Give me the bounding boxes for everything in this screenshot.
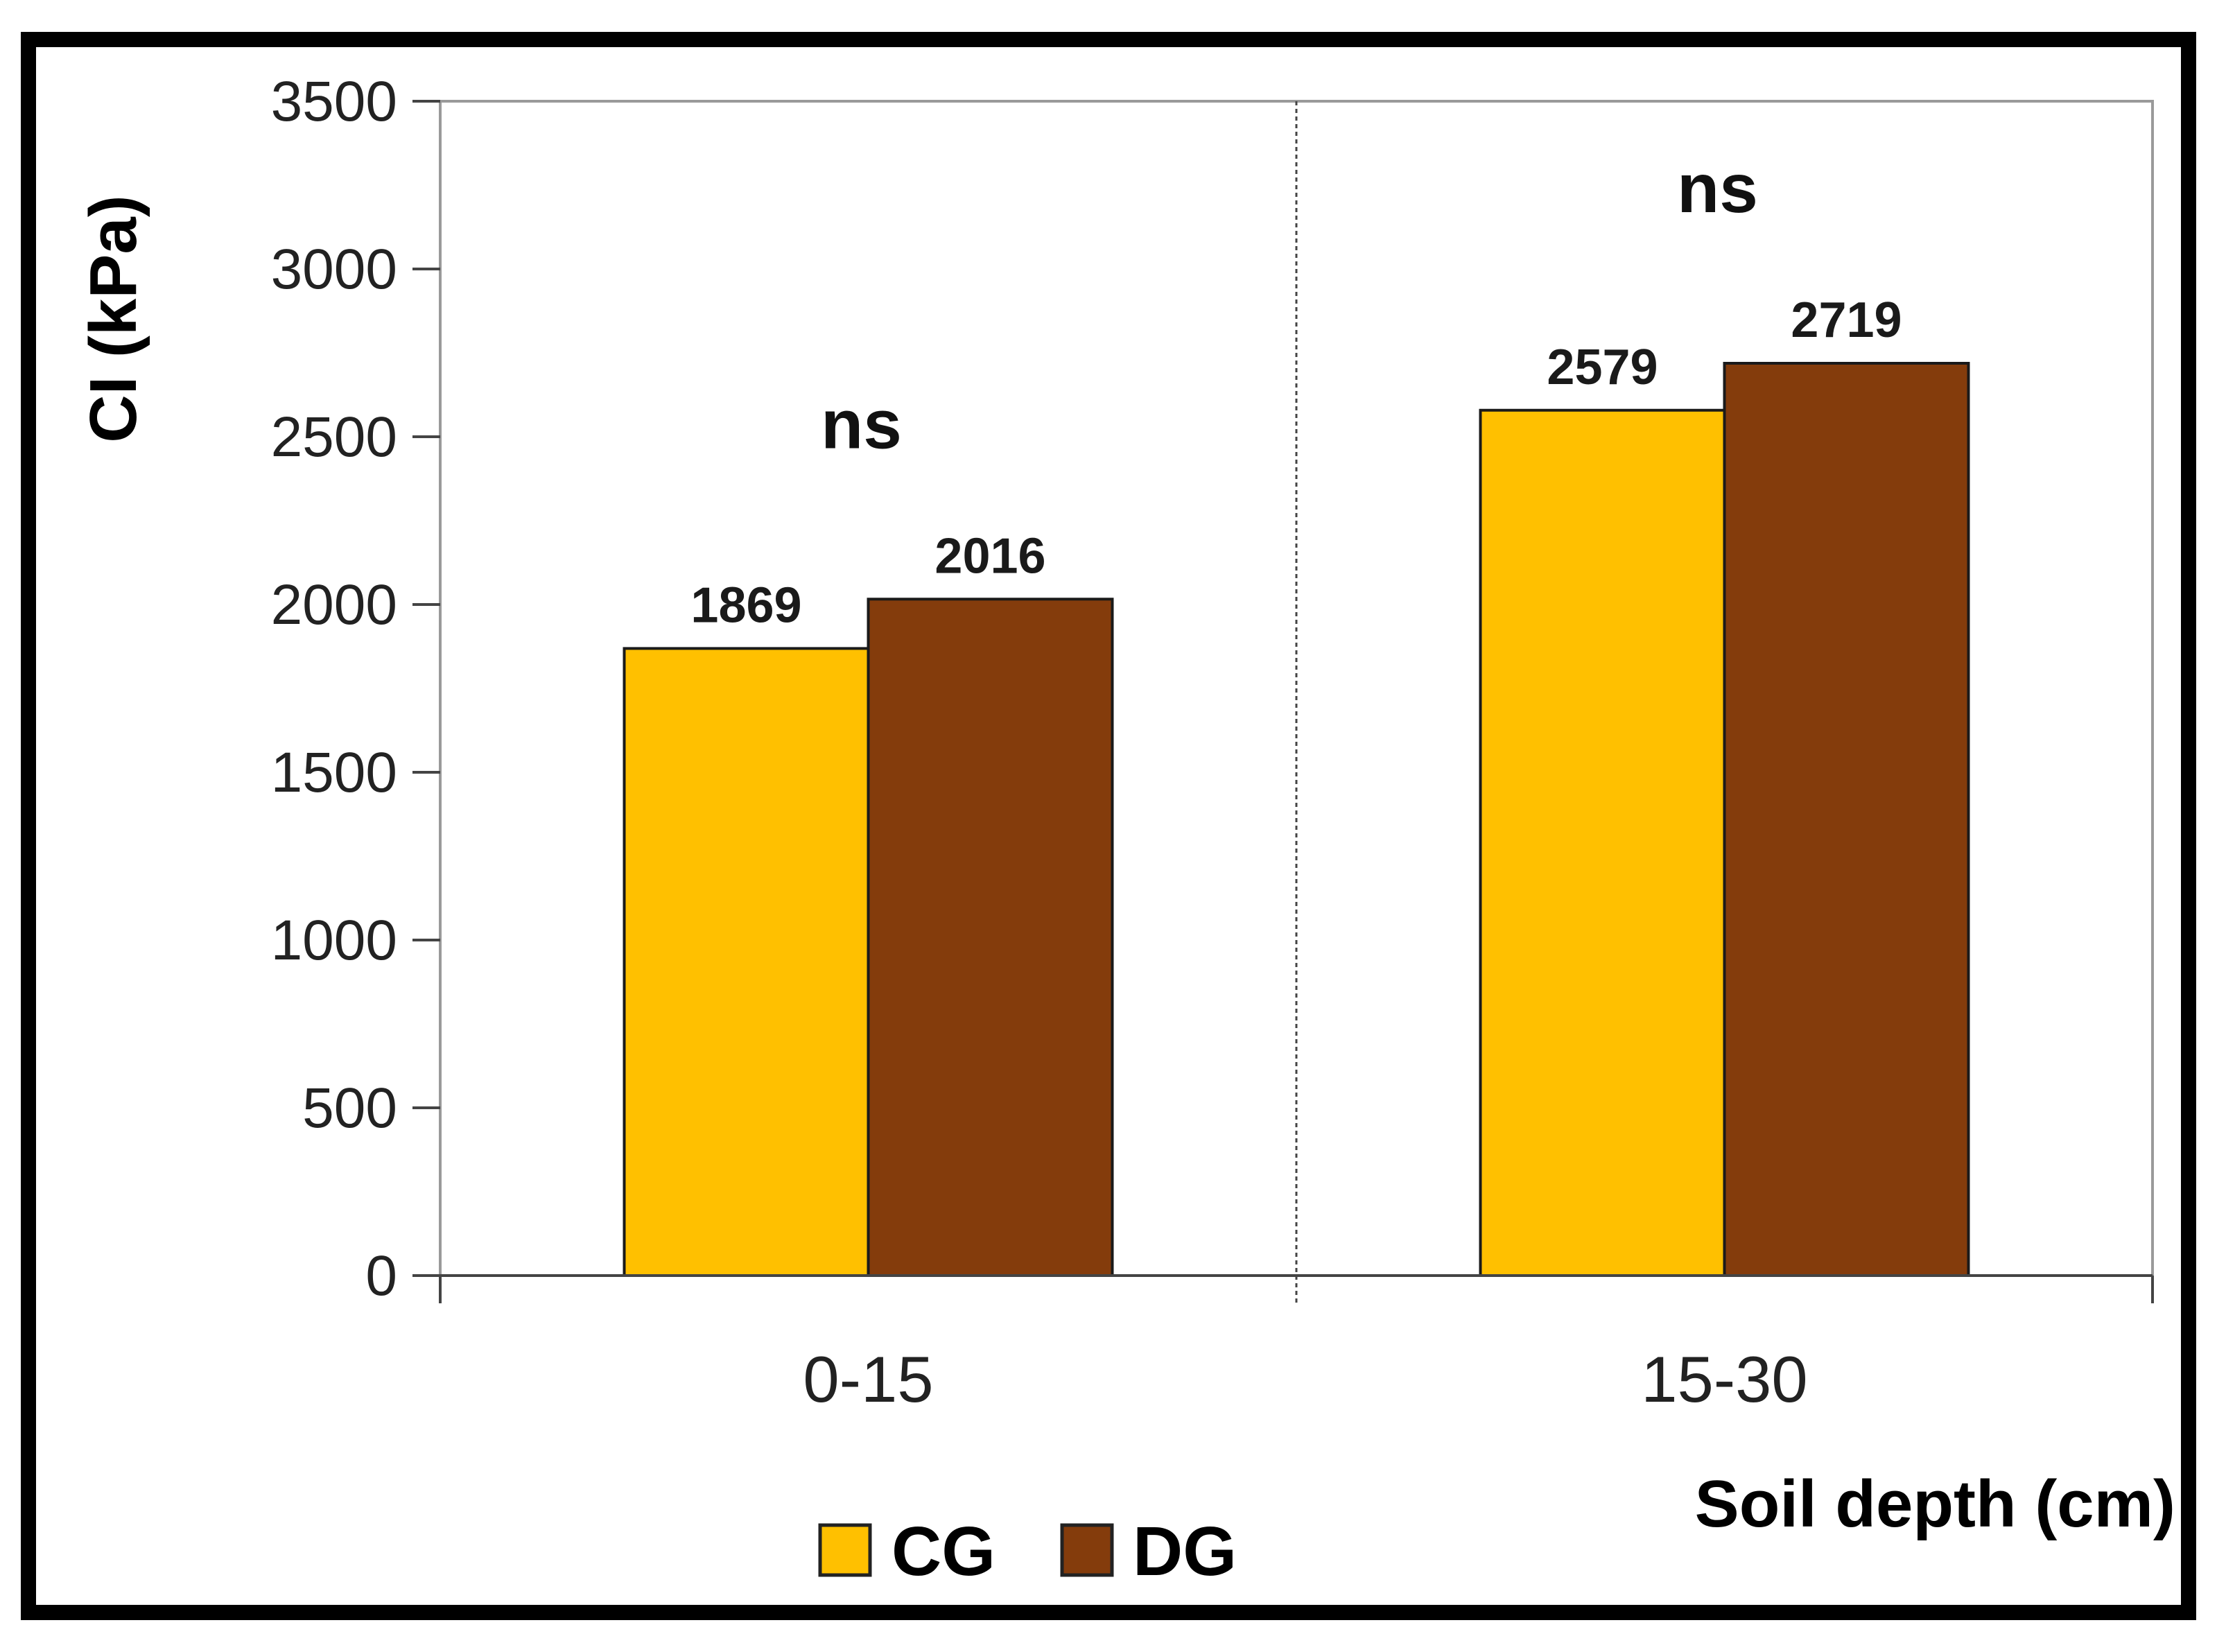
y-tick-label: 0	[365, 1244, 397, 1307]
data-label: 1869	[690, 577, 801, 633]
y-tick-label: 3500	[271, 70, 397, 133]
y-tick-label: 1500	[271, 741, 397, 804]
legend-swatch-dg	[1060, 1523, 1114, 1577]
x-tick-label: 0-15	[803, 1343, 933, 1416]
data-label: 2719	[1791, 293, 1902, 348]
y-tick-label: 1000	[271, 909, 397, 972]
significance-label: ns	[821, 385, 902, 463]
y-tick-label: 3000	[271, 238, 397, 301]
bar-cg-15-30	[1479, 408, 1726, 1277]
x-axis-title: Soil depth (cm)	[1695, 1467, 2175, 1541]
y-ticks: 0 500 1000 1500 2000 2500 3000 3500	[271, 70, 440, 1307]
bar-cg-0-15	[623, 647, 870, 1277]
legend-label-dg: DG	[1133, 1513, 1237, 1590]
data-label: 2579	[1547, 340, 1658, 395]
y-axis-title: CI (kPa)	[76, 195, 150, 442]
y-tick-label: 2500	[271, 406, 397, 469]
y-tick-label: 2000	[271, 573, 397, 636]
bar-dg-15-30	[1723, 362, 1970, 1277]
significance-label: ns	[1677, 150, 1758, 227]
data-label: 2016	[934, 528, 1045, 584]
legend-swatch-cg	[818, 1523, 872, 1577]
legend: CG DG	[818, 1513, 1237, 1590]
x-tick-label: 15-30	[1641, 1343, 1807, 1416]
legend-label-cg: CG	[892, 1513, 995, 1590]
bar-dg-0-15	[867, 598, 1114, 1277]
y-tick-label: 500	[302, 1077, 397, 1140]
bars	[623, 362, 1970, 1277]
